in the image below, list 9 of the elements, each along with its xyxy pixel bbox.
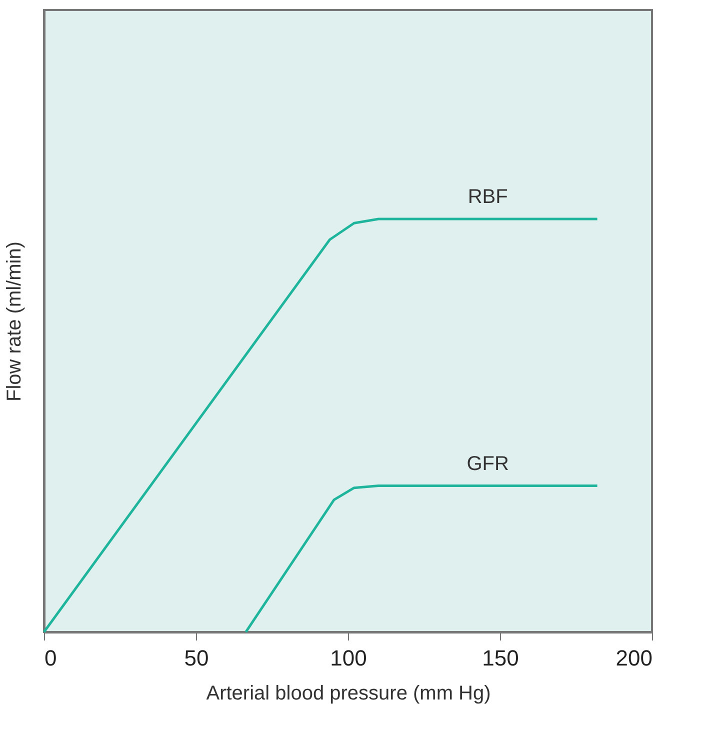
x-tick-label: 150 xyxy=(482,646,519,670)
x-tick-label: 200 xyxy=(616,646,652,670)
series-label: GFR xyxy=(466,452,509,475)
x-tick-label: 0 xyxy=(44,646,57,670)
y-axis-title: Flow rate (ml/min) xyxy=(4,241,26,402)
x-tick-label: 100 xyxy=(330,646,367,670)
x-axis-title: Arterial blood pressure (mm Hg) xyxy=(206,682,491,704)
x-tick-label: 50 xyxy=(184,646,209,670)
series-label: RBF xyxy=(468,186,508,208)
